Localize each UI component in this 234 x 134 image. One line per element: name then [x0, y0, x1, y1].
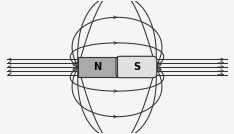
Bar: [78, 57, 117, 77]
Text: N: N: [94, 62, 102, 72]
FancyBboxPatch shape: [116, 56, 157, 78]
Text: S: S: [133, 62, 140, 72]
